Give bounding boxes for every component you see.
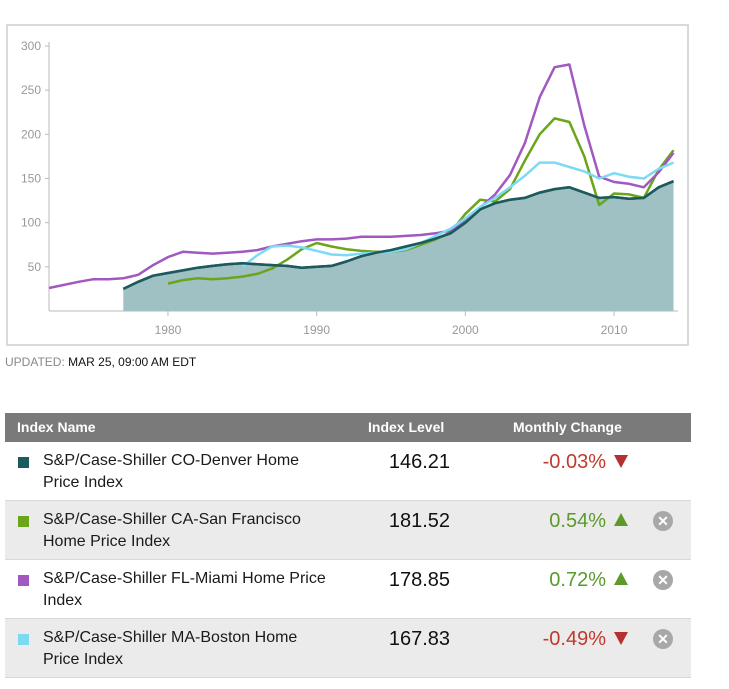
remove-series-close-icon[interactable]: ✕: [653, 511, 673, 531]
monthly-change: 0.54%: [549, 510, 606, 532]
x-tick-label: 1990: [303, 323, 330, 337]
updated-timestamp: UPDATED: MAR 25, 09:00 AM EDT: [5, 355, 196, 369]
index-level: 178.85: [388, 569, 450, 591]
index-level: 181.52: [388, 510, 450, 532]
home-price-chart[interactable]: 50 100 150 200 250 300 1980 1990 2000 2010: [8, 26, 687, 344]
y-tick-label: 100: [21, 216, 41, 230]
index-name[interactable]: S&P/Case-Shiller FL-Miami Home Price Ind…: [43, 570, 326, 609]
index-table: Index Name Index Level Monthly Change S&…: [5, 413, 691, 678]
y-tick-label: 300: [21, 39, 41, 53]
up-arrow-icon: [614, 513, 628, 526]
monthly-change: -0.49%: [542, 628, 606, 650]
down-arrow-icon: [614, 632, 628, 645]
header-index-name[interactable]: Index Name: [17, 419, 96, 435]
remove-series-close-icon[interactable]: ✕: [653, 629, 673, 649]
monthly-change: 0.72%: [549, 569, 606, 591]
series-color-swatch: [18, 575, 29, 586]
remove-series-close-icon[interactable]: ✕: [653, 570, 673, 590]
table-header: Index Name Index Level Monthly Change: [5, 413, 691, 442]
table-row: S&P/Case-Shiller FL-Miami Home Price Ind…: [5, 560, 691, 619]
x-tick-label: 1980: [155, 323, 182, 337]
index-name[interactable]: S&P/Case-Shiller MA-Boston Home Price In…: [43, 629, 298, 668]
table-row: S&P/Case-Shiller CO-Denver Home Price In…: [5, 442, 691, 501]
updated-value: MAR 25, 09:00 AM EDT: [68, 355, 197, 369]
table-row: S&P/Case-Shiller MA-Boston Home Price In…: [5, 619, 691, 678]
series-area-0: [123, 181, 674, 311]
header-index-level[interactable]: Index Level: [368, 419, 445, 435]
series-line-3: [241, 161, 674, 268]
series-line-denver-top: [122, 180, 674, 291]
series-color-swatch: [18, 457, 29, 468]
index-level: 146.21: [388, 451, 450, 473]
series-line-2: [48, 63, 675, 290]
down-arrow-icon: [614, 455, 628, 468]
up-arrow-icon: [614, 572, 628, 585]
table-row: S&P/Case-Shiller CA-San Francisco Home P…: [5, 501, 691, 560]
series-color-swatch: [18, 516, 29, 527]
monthly-change: -0.03%: [542, 451, 606, 473]
x-tick-label: 2010: [601, 323, 628, 337]
header-monthly-change[interactable]: Monthly Change: [513, 419, 622, 435]
y-tick-label: 200: [21, 127, 41, 141]
y-tick-label: 50: [28, 260, 42, 274]
updated-label: UPDATED:: [5, 355, 65, 369]
chart-frame: 50 100 150 200 250 300 1980 1990 2000 2010: [6, 24, 689, 346]
index-name[interactable]: S&P/Case-Shiller CO-Denver Home Price In…: [43, 452, 300, 491]
y-tick-label: 150: [21, 172, 41, 186]
index-name[interactable]: S&P/Case-Shiller CA-San Francisco Home P…: [43, 511, 301, 550]
x-tick-label: 2000: [452, 323, 479, 337]
index-level: 167.83: [388, 628, 450, 650]
y-tick-label: 250: [21, 83, 41, 97]
series-color-swatch: [18, 634, 29, 645]
